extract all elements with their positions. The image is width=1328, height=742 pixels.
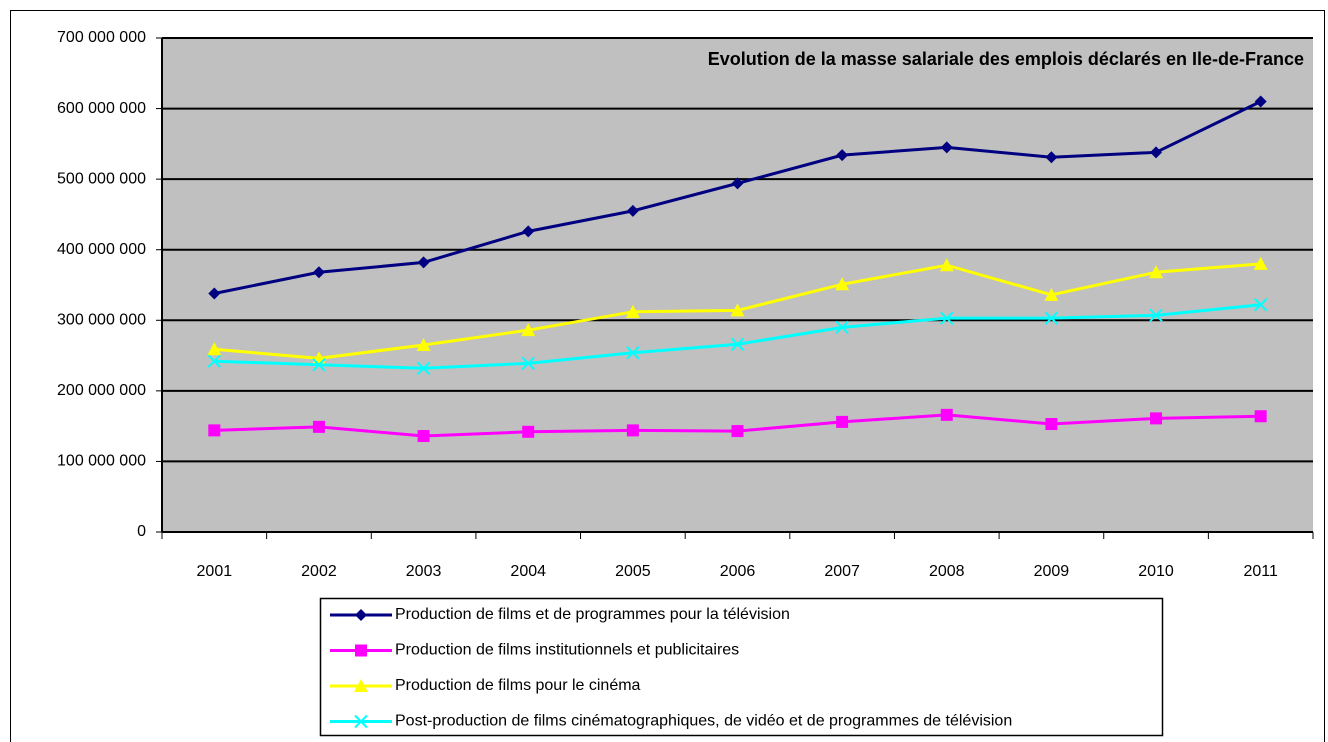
marker [1254,410,1267,423]
marker [1150,146,1163,159]
x-tick-label: 2010 [1138,563,1174,580]
marker [354,679,368,692]
x-tick-label: 2003 [406,563,442,580]
marker [626,346,640,360]
marker [355,644,367,657]
x-tick-label: 2008 [929,563,965,580]
legend-label: Production de films pour le cinéma [395,677,641,694]
marker [1045,151,1058,164]
y-tick-label: 700 000 000 [57,29,146,46]
marker [522,225,535,238]
marker [207,354,222,368]
marker [207,342,222,356]
marker [626,424,639,437]
marker [1044,311,1059,325]
y-tick-label: 400 000 000 [57,241,146,258]
marker [730,337,745,351]
marker [625,304,640,318]
x-tick-label: 2009 [1034,563,1070,580]
marker [355,609,367,621]
marker [940,311,954,325]
marker [1254,95,1267,108]
chart-title: Evolution de la masse salariale des empl… [708,49,1304,69]
marker [940,141,953,154]
x-tick-label: 2011 [1243,563,1278,580]
marker [1150,412,1163,425]
x-tick-label: 2006 [720,563,756,580]
y-tick-label: 600 000 000 [57,100,146,117]
marker [208,424,221,437]
legend-label: Post-production de films cinématographiq… [395,713,1012,730]
legend-box [319,597,1164,737]
marker [354,714,368,729]
legend-label: Production de films et de programmes pou… [395,606,790,623]
marker [835,277,850,291]
marker [312,420,325,433]
marker [416,337,431,351]
marker [836,415,849,428]
y-tick-label: 0 [137,523,146,540]
y-tick-label: 100 000 000 [57,453,146,470]
marker [1149,308,1163,323]
marker [1253,298,1268,312]
marker [312,266,325,279]
marker [416,361,431,375]
marker [1044,287,1059,301]
x-tick-label: 2005 [615,563,651,580]
marker [626,204,639,217]
marker [417,256,430,269]
marker [731,425,744,438]
y-tick-label: 500 000 000 [57,170,146,187]
marker [521,323,536,337]
plot-area [162,38,1313,532]
marker [730,303,745,317]
marker [939,258,954,272]
x-tick-label: 2007 [824,563,860,580]
legend-label: Production de films institutionnels et p… [395,642,739,659]
marker [208,287,221,300]
marker [417,430,430,443]
marker [1149,265,1164,279]
y-tick-label: 200 000 000 [57,382,146,399]
x-tick-label: 2002 [301,563,337,580]
x-tick-label: 2004 [510,563,546,580]
marker [940,408,953,421]
marker [1253,256,1268,270]
y-tick-label: 300 000 000 [57,312,146,329]
x-tick-label: 2001 [197,563,233,580]
marker [312,358,326,372]
marker [521,356,535,371]
marker [522,425,535,438]
marker [731,177,744,190]
marker [836,149,849,162]
marker [835,320,849,335]
marker [1045,418,1058,431]
legend: Production de films et de programmes pou… [319,597,1164,737]
